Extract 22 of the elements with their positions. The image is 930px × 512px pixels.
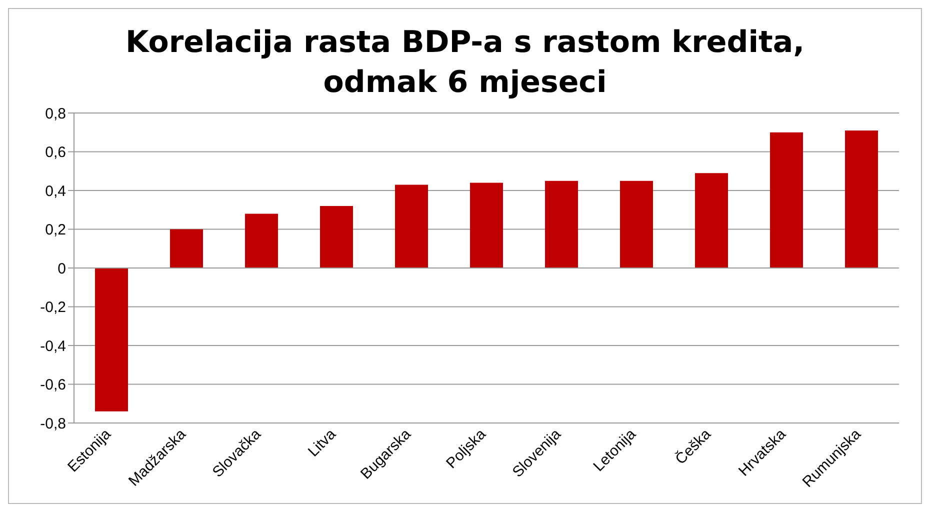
y-tick-label: -0,8 <box>40 415 66 432</box>
bar <box>545 180 578 268</box>
x-tick-label: Litva <box>304 425 340 460</box>
bar <box>470 182 503 268</box>
chart-title: Korelacija rasta BDP-a s rastom kredita, odmak 6 mjeseci <box>124 24 806 102</box>
bar <box>770 132 803 268</box>
bar <box>95 268 128 412</box>
bar <box>320 206 353 268</box>
y-tick-label: -0,4 <box>40 338 66 355</box>
bar <box>395 184 428 268</box>
y-tick-label: 0,4 <box>45 182 66 200</box>
bar <box>245 214 278 268</box>
y-tick-label: 0,8 <box>45 105 66 122</box>
y-tick-label: -0,2 <box>40 299 66 316</box>
bar <box>170 229 203 268</box>
y-tick-label: -0,6 <box>40 376 66 394</box>
y-tick-label: 0,2 <box>45 222 66 239</box>
bar <box>620 180 653 268</box>
bar <box>845 130 878 268</box>
y-tick-label: 0,6 <box>45 144 66 162</box>
bar <box>695 173 728 268</box>
y-tick-label: 0 <box>58 260 66 278</box>
